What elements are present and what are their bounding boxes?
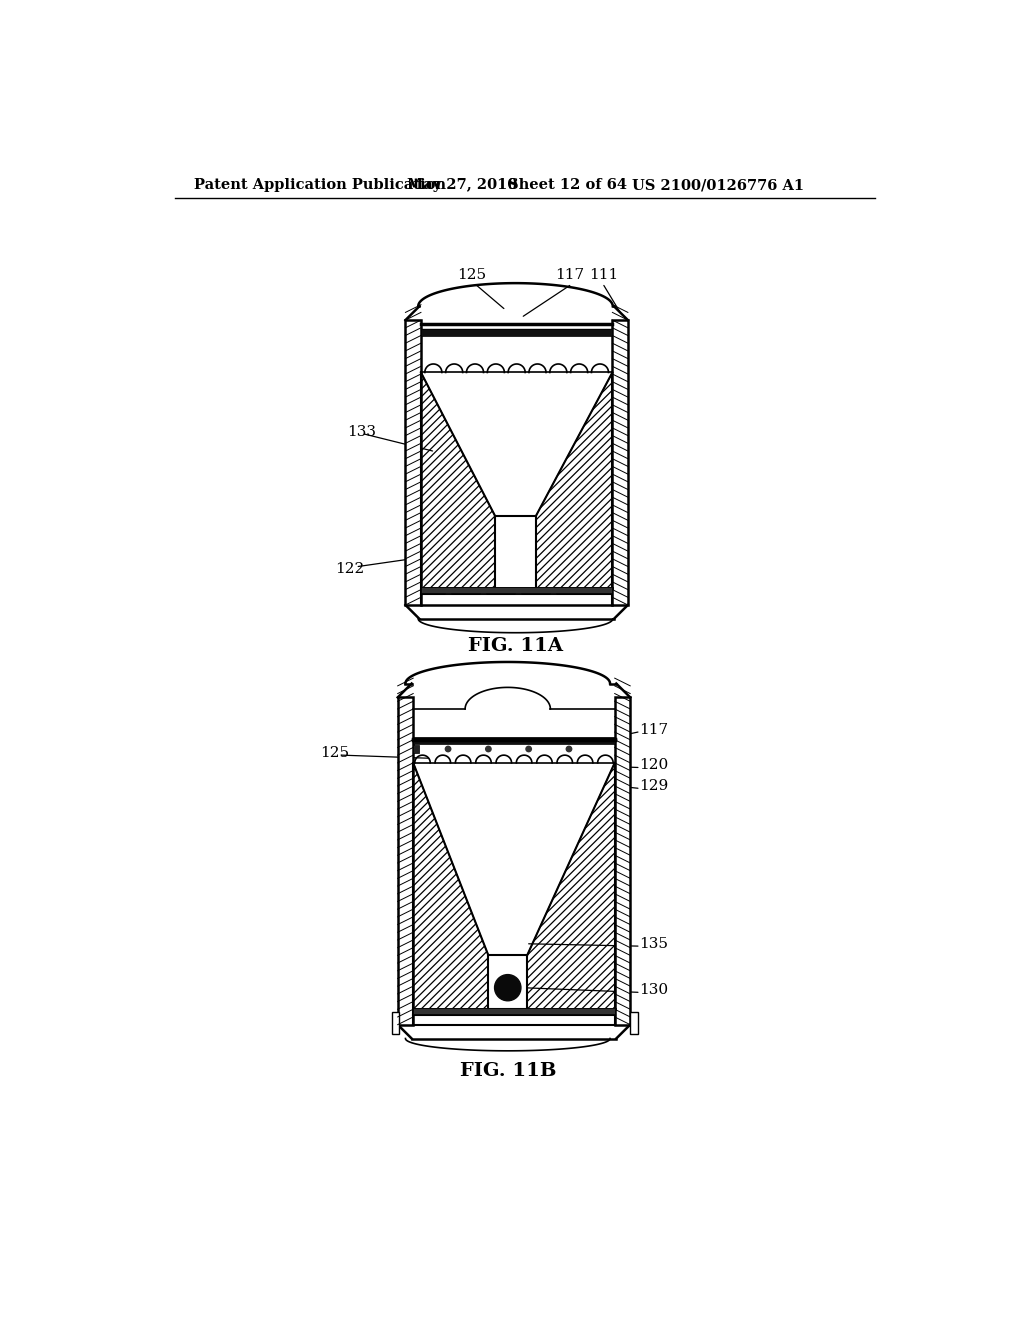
Text: 135: 135: [640, 937, 669, 950]
Circle shape: [445, 746, 451, 751]
Text: 120: 120: [640, 758, 669, 772]
Text: 111: 111: [589, 268, 618, 282]
Circle shape: [495, 974, 521, 1001]
Polygon shape: [536, 372, 612, 590]
Text: Sheet 12 of 64: Sheet 12 of 64: [508, 178, 627, 193]
Bar: [630, 1012, 638, 1034]
Text: 133: 133: [347, 425, 377, 438]
Bar: [550, 590, 556, 594]
Bar: [612, 321, 628, 605]
Polygon shape: [527, 763, 614, 1010]
Text: 117: 117: [555, 268, 585, 282]
Text: FIG. 11B: FIG. 11B: [460, 1063, 556, 1080]
Bar: [414, 744, 419, 752]
Text: 129: 129: [640, 779, 669, 793]
Text: 130: 130: [640, 983, 669, 997]
Bar: [496, 516, 536, 590]
Text: 125: 125: [457, 268, 485, 282]
Circle shape: [526, 746, 531, 751]
Text: US 2100/0126776 A1: US 2100/0126776 A1: [632, 178, 804, 193]
Polygon shape: [414, 763, 488, 1010]
Circle shape: [485, 746, 492, 751]
Bar: [391, 1012, 399, 1034]
Bar: [480, 590, 486, 594]
Text: 122: 122: [335, 562, 365, 576]
Text: May 27, 2010: May 27, 2010: [407, 178, 517, 193]
Text: Patent Application Publication: Patent Application Publication: [194, 178, 445, 193]
Polygon shape: [421, 372, 496, 590]
Bar: [414, 738, 614, 743]
Circle shape: [566, 746, 571, 751]
Bar: [414, 1007, 614, 1014]
Bar: [515, 590, 521, 594]
Bar: [445, 590, 452, 594]
Text: FIG. 11A: FIG. 11A: [468, 638, 563, 655]
Bar: [614, 697, 630, 1024]
Bar: [421, 587, 612, 594]
Text: 125: 125: [321, 746, 349, 760]
Bar: [406, 321, 421, 605]
Bar: [488, 956, 527, 1010]
Text: 117: 117: [640, 722, 669, 737]
Bar: [397, 697, 414, 1024]
Bar: [421, 330, 612, 335]
